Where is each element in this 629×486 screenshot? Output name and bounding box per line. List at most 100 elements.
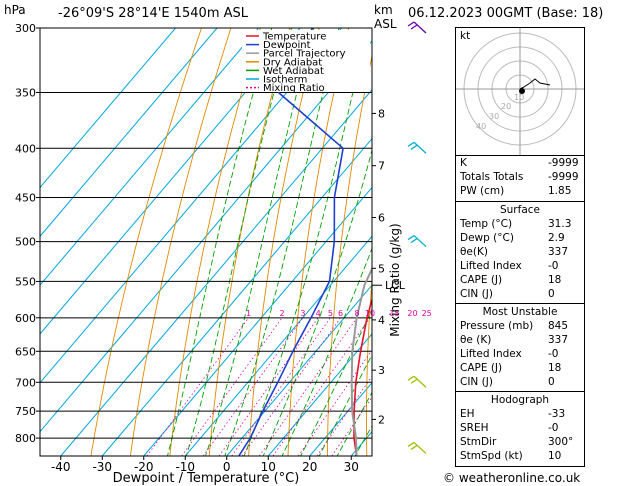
pressure-tick-label: 450 xyxy=(15,192,36,205)
legend-label: Mixing Ratio xyxy=(263,83,325,94)
surface-row: θe(K) 337 xyxy=(460,246,569,258)
mixing-ratio-label: 10 xyxy=(365,309,375,318)
hodograph-panel: 10 20 30 40 kt xyxy=(455,27,585,157)
pressure-tick-label: 700 xyxy=(15,376,36,389)
isotherm-line xyxy=(40,28,176,189)
mixing-ratio-label: 4 xyxy=(316,309,321,318)
mixing-ratio-label: 25 xyxy=(422,309,432,318)
hodograph-unit: kt xyxy=(460,30,471,42)
pressure-tick-label: 300 xyxy=(15,22,36,35)
hodo-trace xyxy=(519,78,551,90)
index-row: Totals Totals -9999 xyxy=(460,171,579,183)
dry-adiabat-line xyxy=(248,28,320,456)
mixing-ratio-line xyxy=(316,375,372,456)
x-axis-label: Dewpoint / Temperature (°C) xyxy=(113,471,300,486)
lcl-label: LCL xyxy=(385,279,406,292)
surface-row: Temp (°C) 31.3 xyxy=(460,218,572,230)
mixing-ratio-line xyxy=(297,349,372,456)
mixing-ratio-line xyxy=(272,317,371,456)
mixing-ratio-line xyxy=(241,317,341,456)
asl-axis-unit: ASL xyxy=(374,17,397,31)
pressure-tick-label: 500 xyxy=(15,236,36,249)
dry-adiabat-line xyxy=(326,53,372,456)
pressure-tick-label: 400 xyxy=(15,142,36,155)
temperature-tick-label: 0 xyxy=(223,460,231,474)
height-tick-label: 2 xyxy=(378,413,385,426)
mixing-ratio-label: 8 xyxy=(354,309,359,318)
dry-adiabat-lines xyxy=(90,28,629,456)
surface-title: Surface xyxy=(499,204,540,216)
temperature-tick-label: -20 xyxy=(134,460,154,474)
legend-box xyxy=(242,30,370,92)
mixing-ratio-line xyxy=(218,317,319,456)
mixing-ratio-labels: 1 2 3 4 5 6 8 10 15 20 25 xyxy=(246,309,432,318)
temperature-tick-label: -40 xyxy=(51,460,71,474)
parcel-trajectory xyxy=(350,266,372,456)
hodograph-chart: 10 20 30 40 xyxy=(456,28,584,156)
height-tick-label: 3 xyxy=(378,364,385,377)
mixing-ratio-line xyxy=(331,396,372,456)
height-tick-label: 5 xyxy=(378,262,385,275)
hpa-axis-unit: hPa xyxy=(4,3,26,17)
legend-label: Wet Adiabat xyxy=(263,66,324,77)
pressure-tick-label: 600 xyxy=(15,312,36,325)
mixing-ratio-line xyxy=(146,317,249,456)
height-tick-label: 8 xyxy=(378,107,385,120)
credit-text: © weatheronline.co.uk xyxy=(443,471,581,485)
mixing-ratio-axis-label: Mixing Ratio (g/kg) xyxy=(388,223,402,336)
surface-row: Lifted Index -0 xyxy=(460,260,559,272)
mixing-ratio-lines xyxy=(146,317,372,456)
mixing-ratio-label: 3 xyxy=(300,309,305,318)
height-tick-label: 7 xyxy=(378,160,385,173)
legend-label: Parcel Trajectory xyxy=(263,49,346,60)
isotherm-line xyxy=(40,28,218,238)
dry-adiabat-line xyxy=(208,28,291,456)
hodo-ring-label-30: 30 xyxy=(489,112,499,121)
wind-barb xyxy=(407,21,427,34)
mixing-ratio-label: 20 xyxy=(407,309,417,318)
dry-adiabat-line xyxy=(90,28,202,456)
hodo-ring-label-10: 10 xyxy=(514,93,524,102)
hodo-ring-label-20: 20 xyxy=(501,102,511,111)
mixing-ratio-line xyxy=(181,317,283,456)
wet-adiabat-line xyxy=(262,148,372,456)
legend-label: Temperature xyxy=(262,32,326,43)
wind-barb xyxy=(407,441,427,454)
most-unstable-panel: Most Unstable Pressure (mb) 845 θe (K) 337… xyxy=(455,303,585,393)
legend-label: Isotherm xyxy=(263,75,307,86)
hodo-row: SREH -0 xyxy=(460,422,559,434)
mixing-ratio-label: 15 xyxy=(389,309,399,318)
mixing-ratio-label: 2 xyxy=(280,309,285,318)
dry-adiabat-line xyxy=(287,28,350,456)
mu-row: CAPE (J) 18 xyxy=(460,362,562,374)
indices-panel: K -9999 Totals Totals -9999 PW (cm) 1.85 xyxy=(455,155,585,203)
hodograph-table-panel: Hodograph EH -33 SREH -0 StmDir 300° StmSpd… xyxy=(455,391,585,467)
surface-row: CIN (J) 0 xyxy=(460,288,555,300)
pressure-tick-label: 750 xyxy=(15,405,36,418)
pressure-tick-label: 550 xyxy=(15,275,36,288)
mu-row: Lifted Index -0 xyxy=(460,348,559,360)
mu-row: CIN (J) 0 xyxy=(460,376,555,388)
height-tick-label: 4 xyxy=(378,314,385,327)
height-km-ticks: 8 7 6 5 4 3 2 xyxy=(372,107,385,426)
wind-barbs xyxy=(407,21,427,454)
mu-row: Pressure (mb) 845 xyxy=(460,320,569,332)
km-axis-unit: km xyxy=(374,3,393,17)
datetime-title: 06.12.2023 00GMT (Base: 18) xyxy=(408,6,604,21)
temperature-profile xyxy=(353,296,372,456)
most-unstable-title: Most Unstable xyxy=(482,306,558,318)
mixing-ratio-label: 1 xyxy=(246,309,251,318)
pressure-tick-label: 800 xyxy=(15,432,36,445)
temperature-tick-label: 10 xyxy=(261,460,276,474)
wind-barb xyxy=(407,235,427,248)
dry-adiabat-line xyxy=(610,28,629,456)
temperature-tick-labels: -40 -30 -20 -10 0 10 20 30 xyxy=(51,456,359,474)
legend-label: Dewpoint xyxy=(263,40,311,51)
mixing-ratio-line xyxy=(258,317,358,456)
height-tick-label: 6 xyxy=(378,211,385,224)
mixing-ratio-label: 6 xyxy=(338,309,343,318)
surface-row: Dewp (°C) 2.9 xyxy=(460,232,565,244)
pressure-tick-labels: 300 350 400 450 500 550 600 650 700 750 800 xyxy=(15,22,40,445)
dry-adiabat-line xyxy=(129,28,232,456)
